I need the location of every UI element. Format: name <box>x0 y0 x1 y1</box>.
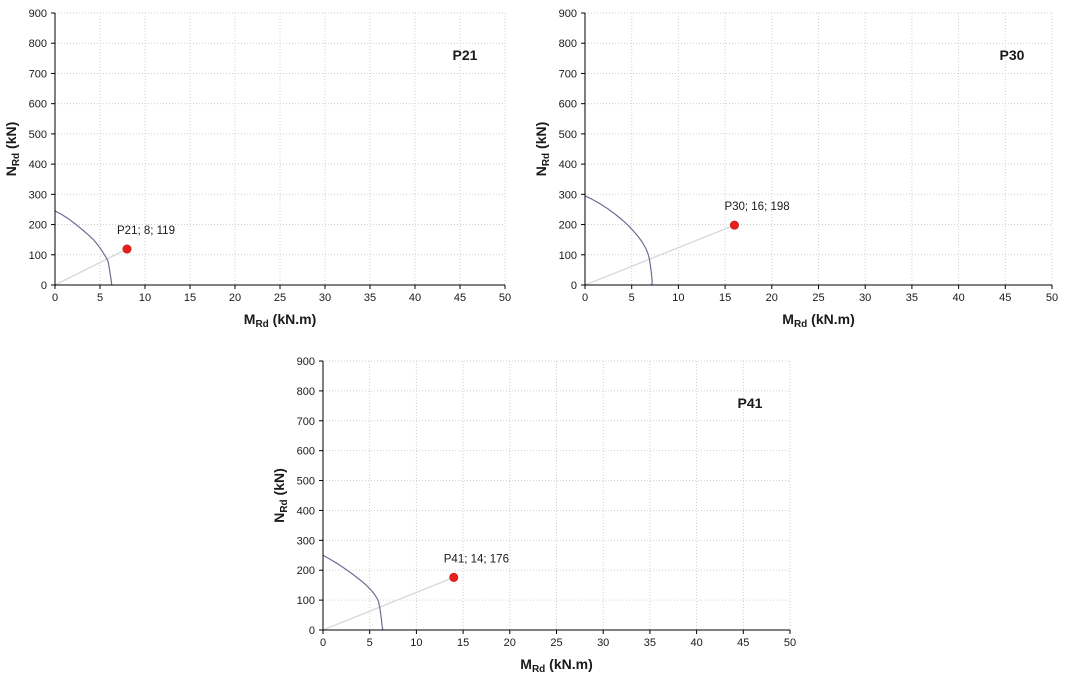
x-tick-label: 0 <box>582 292 588 304</box>
x-axis-title: MRd (kN.m) <box>520 656 592 675</box>
x-axis-title: MRd (kN.m) <box>782 311 854 330</box>
panel-label: P41 <box>738 395 763 411</box>
y-tick-label: 700 <box>559 68 577 80</box>
x-tick-label: 20 <box>766 292 778 304</box>
y-tick-label: 0 <box>571 280 577 292</box>
y-tick-label: 100 <box>297 595 315 607</box>
x-tick-label: 25 <box>274 292 286 304</box>
y-tick-label: 700 <box>297 416 315 428</box>
y-tick-label: 500 <box>559 129 577 141</box>
panel-label: P30 <box>1000 47 1025 63</box>
data-point-marker <box>729 220 739 230</box>
x-tick-label: 5 <box>629 292 635 304</box>
x-tick-label: 15 <box>184 292 196 304</box>
y-tick-label: 400 <box>297 505 315 517</box>
chart-p41-svg: 0 5 10 15 20 25 30 35 40 45 5001002003004005006007… <box>271 356 796 675</box>
x-tick-label: 40 <box>952 292 964 304</box>
y-tick-label: 100 <box>29 250 47 262</box>
x-tick-label: 35 <box>644 637 656 649</box>
y-tick-label: 0 <box>41 280 47 292</box>
x-tick-label: 35 <box>364 292 376 304</box>
x-tick-label: 25 <box>812 292 824 304</box>
x-tick-label: 45 <box>454 292 466 304</box>
data-point-label: P21; 8; 119 <box>117 225 175 237</box>
x-tick-label: 20 <box>504 637 516 649</box>
x-tick-label: 20 <box>229 292 241 304</box>
y-tick-label: 100 <box>559 250 577 262</box>
x-tick-label: 30 <box>597 637 609 649</box>
x-tick-label: 0 <box>52 292 58 304</box>
x-tick-label: 5 <box>367 637 373 649</box>
x-tick-label: 25 <box>550 637 562 649</box>
chart-p21: 0 5 10 15 20 25 30 35 40 45 50 0 100 200 300 400 500 600 7… <box>0 0 520 343</box>
chart-p30: 0 5 10 15 20 25 30 35 40 45 50 0 100 200 300 400 500 600 7… <box>530 0 1067 343</box>
data-point-label: P41; 14; 176 <box>444 553 509 565</box>
interaction-curve <box>322 554 384 631</box>
origin-ray-line <box>54 248 128 286</box>
y-tick-label: 600 <box>559 99 577 111</box>
y-tick-label: 600 <box>29 99 47 111</box>
x-tick-label: 0 <box>320 637 326 649</box>
y-tick-label: 800 <box>29 38 47 50</box>
x-tick-label: 10 <box>139 292 151 304</box>
y-tick-label: 900 <box>29 8 47 20</box>
data-point-label: P30; 16; 198 <box>724 201 789 213</box>
interaction-curve <box>54 210 113 286</box>
y-axis-title: NRd (kN) <box>3 122 22 177</box>
panel-label: P21 <box>453 47 478 63</box>
y-tick-label: 800 <box>297 386 315 398</box>
y-tick-label: 700 <box>29 68 47 80</box>
y-tick-label: 300 <box>559 189 577 201</box>
chart-p41: 0 5 10 15 20 25 30 35 40 45 50 0 100 200 300 400 500 600 7… <box>268 348 805 683</box>
x-tick-label: 40 <box>690 637 702 649</box>
y-tick-label: 200 <box>29 220 47 232</box>
y-tick-label: 500 <box>29 129 47 141</box>
origin-ray-line <box>584 224 735 286</box>
x-tick-label: 50 <box>499 292 511 304</box>
data-point-marker <box>122 244 132 254</box>
x-tick-label: 15 <box>457 637 469 649</box>
y-tick-label: 200 <box>559 220 577 232</box>
interaction-curve <box>584 195 653 286</box>
x-tick-label: 50 <box>1046 292 1058 304</box>
x-tick-label: 45 <box>737 637 749 649</box>
y-tick-label: 500 <box>297 476 315 488</box>
x-tick-label: 30 <box>319 292 331 304</box>
y-tick-label: 900 <box>297 356 315 368</box>
chart-p21-svg: 0 5 10 15 20 25 30 35 40 45 5001002003004005006007… <box>3 8 511 330</box>
origin-ray-line <box>322 576 455 631</box>
x-tick-label: 50 <box>784 637 796 649</box>
x-tick-label: 30 <box>859 292 871 304</box>
y-tick-label: 900 <box>559 8 577 20</box>
y-axis-title: NRd (kN) <box>271 468 290 523</box>
y-tick-label: 400 <box>559 159 577 171</box>
x-tick-label: 15 <box>719 292 731 304</box>
y-tick-label: 200 <box>297 565 315 577</box>
y-tick-label: 400 <box>29 159 47 171</box>
x-tick-label: 10 <box>410 637 422 649</box>
y-tick-label: 300 <box>297 535 315 547</box>
x-axis-title: MRd (kN.m) <box>244 311 316 330</box>
x-tick-label: 35 <box>906 292 918 304</box>
data-point-marker <box>449 572 459 582</box>
x-tick-label: 10 <box>672 292 684 304</box>
x-tick-label: 40 <box>409 292 421 304</box>
y-axis-title: NRd (kN) <box>533 122 552 177</box>
y-tick-label: 300 <box>29 189 47 201</box>
y-tick-label: 800 <box>559 38 577 50</box>
x-tick-label: 5 <box>97 292 103 304</box>
y-tick-label: 0 <box>309 625 315 637</box>
y-tick-label: 600 <box>297 446 315 458</box>
chart-p30-svg: 0 5 10 15 20 25 30 35 40 45 5001002003004005006007… <box>533 8 1058 330</box>
x-tick-label: 45 <box>999 292 1011 304</box>
